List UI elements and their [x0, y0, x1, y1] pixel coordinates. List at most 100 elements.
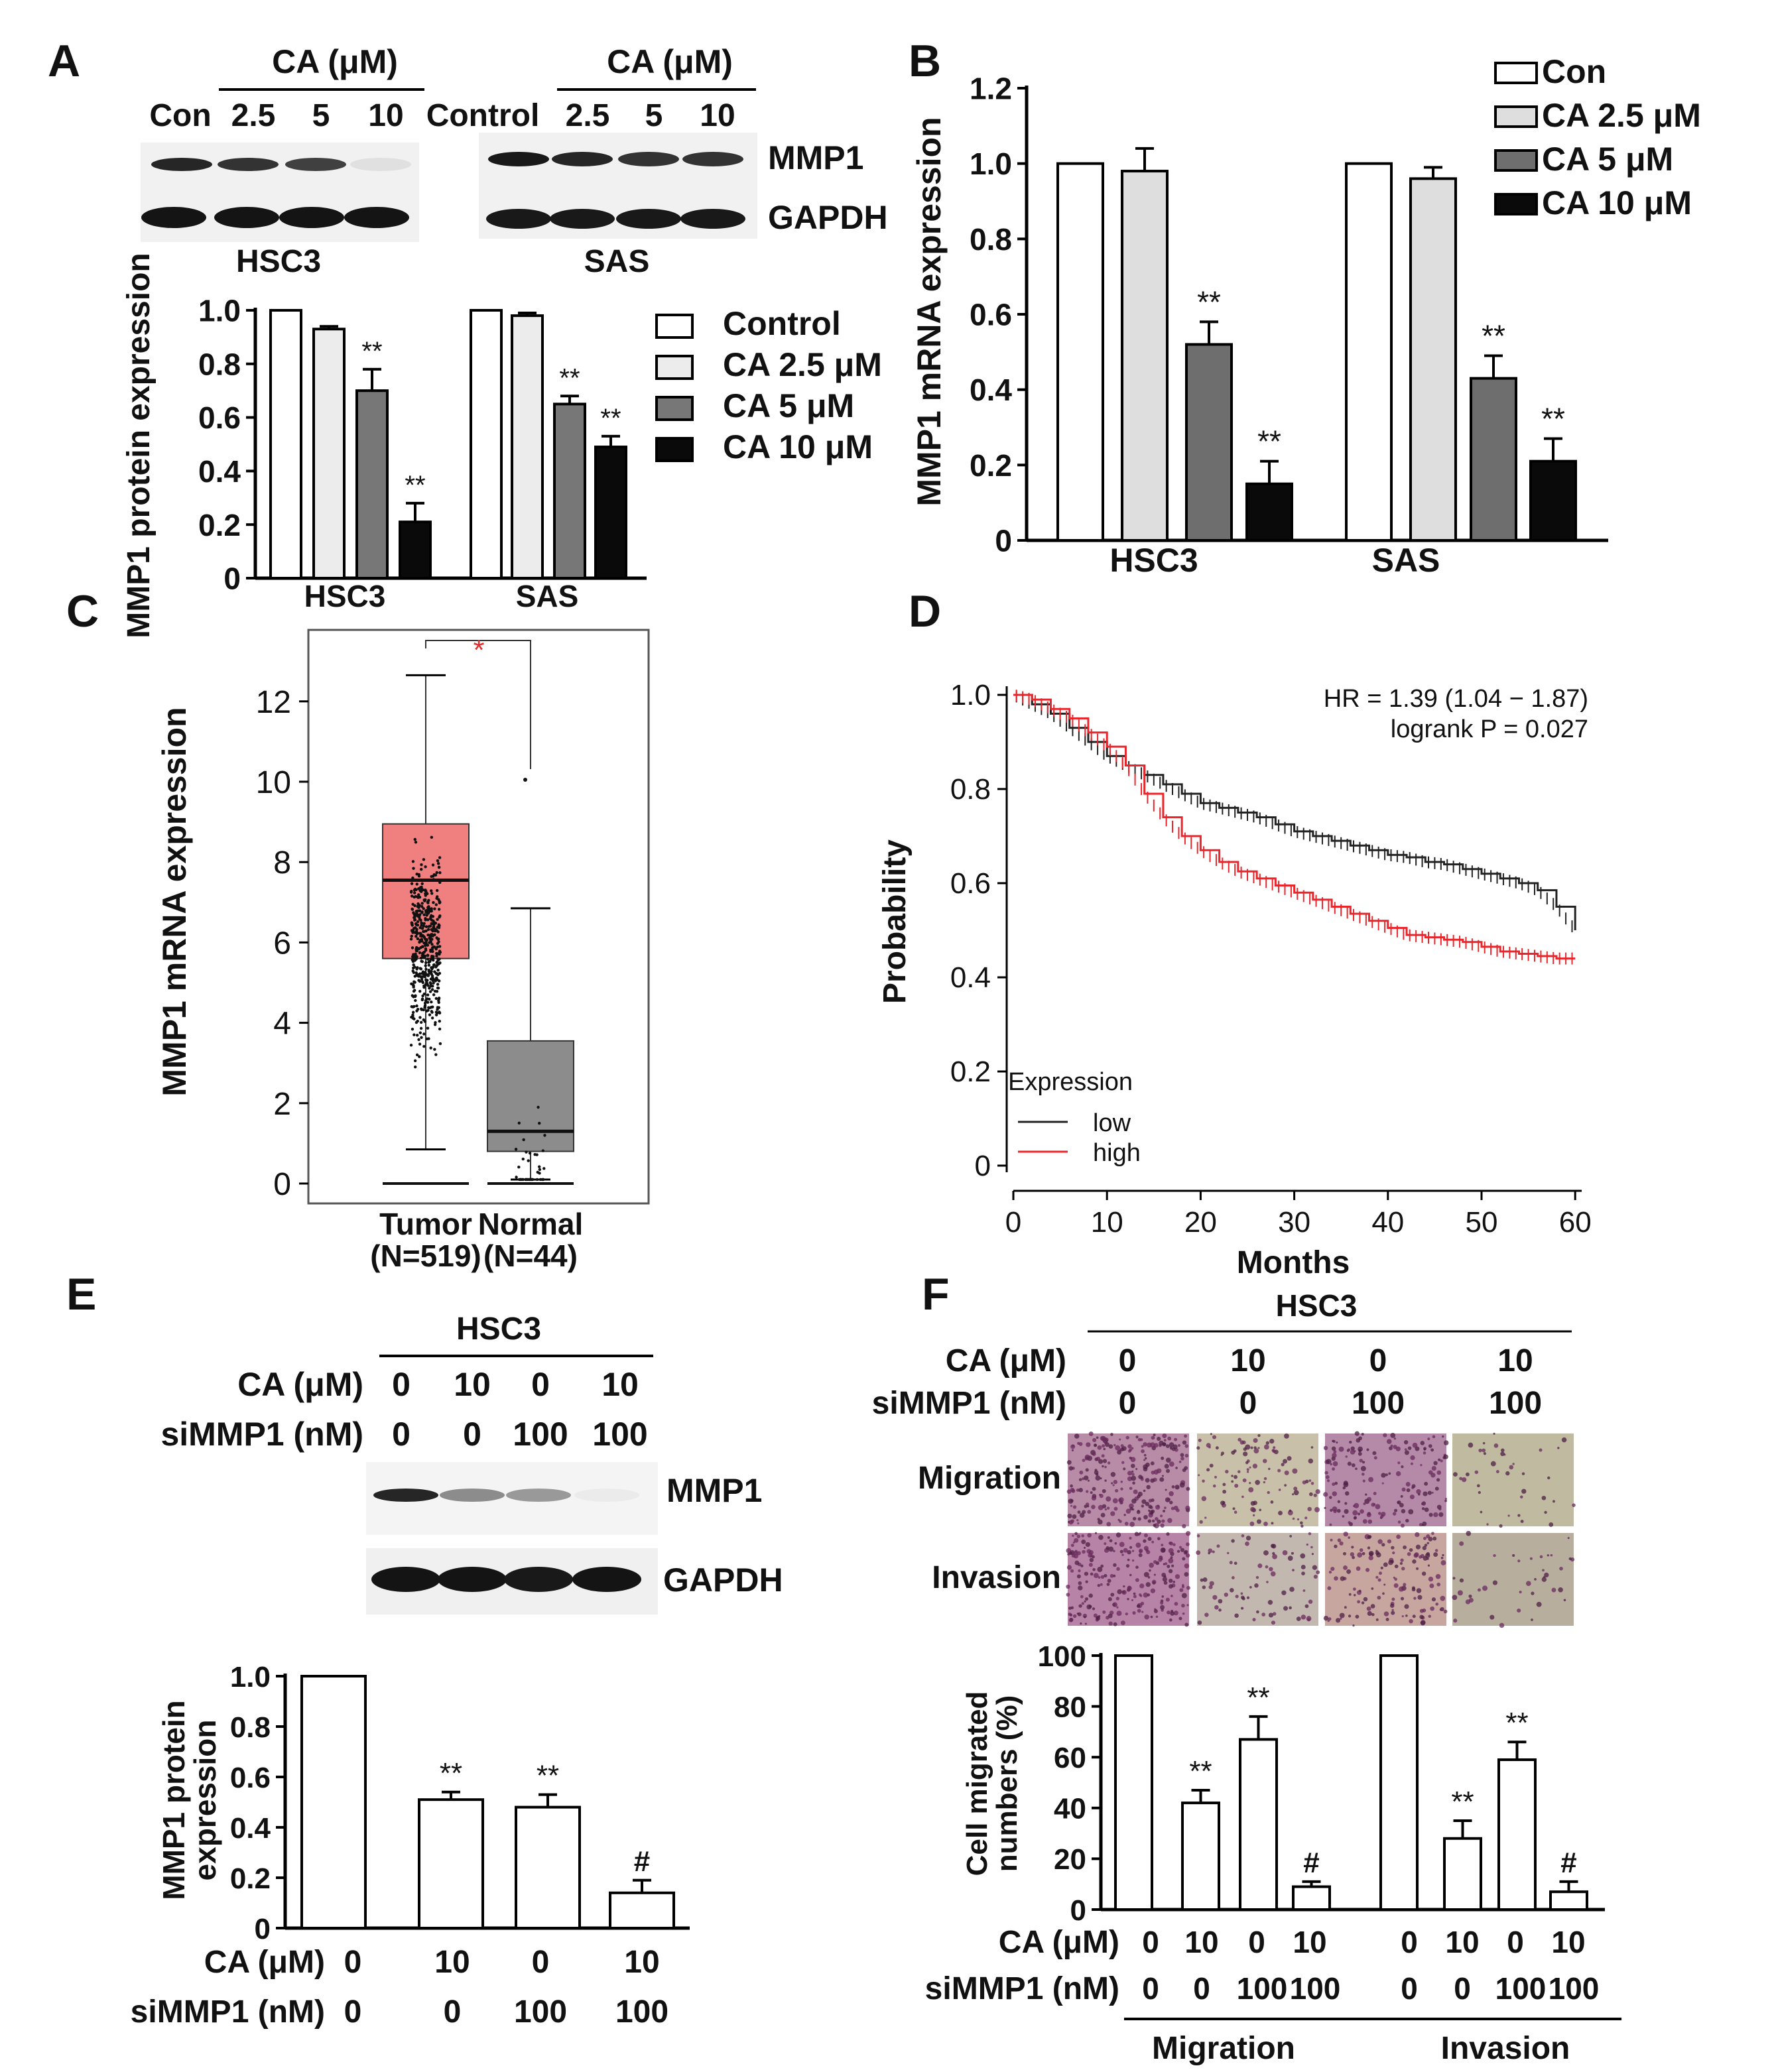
panel-f-cell-dot [1182, 1440, 1187, 1445]
panel-f-cell-dot [1435, 1603, 1439, 1606]
panel-f-cell-dot [1202, 1585, 1206, 1589]
panel-f-cell-dot [1468, 1597, 1474, 1603]
panel-f-cell-dot [1160, 1514, 1163, 1518]
panel-c-point [414, 999, 417, 1003]
panel-f-cell-dot [1117, 1518, 1120, 1521]
panel-f-cell-dot [1378, 1512, 1381, 1515]
panel-f-cell-dot [1180, 1457, 1184, 1461]
panel-f-cell-dot [1157, 1519, 1161, 1524]
panel-a-gapdh-band [344, 207, 409, 228]
panel-c-point [424, 961, 428, 965]
panel-a-bar [355, 389, 389, 579]
panel-f-cell-dot [1143, 1453, 1147, 1457]
panel-f-cell-dot [1363, 1502, 1366, 1505]
panel-f-cell-dot [1401, 1465, 1404, 1469]
panel-a-cell-hsc3: HSC3 [236, 244, 321, 279]
panel-f-cell-dot [1141, 1504, 1145, 1508]
panel-c-point [409, 938, 413, 941]
panel-f-cell-dot [1085, 1468, 1089, 1472]
panel-f-cell-dot [1106, 1496, 1111, 1502]
panel-c-point [428, 907, 432, 911]
panel-f-cell-dot [1486, 1523, 1489, 1526]
panel-f-cell-dot [1249, 1521, 1255, 1526]
panel-c-point [436, 986, 440, 990]
panel-d-y-tick-label: 0.8 [950, 773, 991, 806]
panel-c-point [434, 903, 438, 906]
panel-c-point [419, 867, 423, 871]
panel-a-band-label-gapdh: GAPDH [768, 199, 888, 236]
panel-f-cell-dot [1403, 1545, 1407, 1550]
panel-f-cell-dot [1459, 1578, 1464, 1583]
panel-f-cell-dot [1104, 1437, 1109, 1442]
panel-f-cell-dot [1253, 1448, 1259, 1454]
panel-f-cell-dot [1333, 1450, 1337, 1454]
panel-f-cell-dot [1123, 1548, 1128, 1553]
panel-f-x-ca-value: 10 [1551, 1925, 1585, 1959]
panel-f-bar [1181, 1801, 1220, 1911]
panel-f-cell-dot [1149, 1562, 1155, 1568]
panel-f-cell-dot [1150, 1512, 1153, 1515]
panel-c-point [432, 879, 435, 882]
panel-f-cell-dot [1428, 1536, 1433, 1542]
panel-f-cell-dot [1143, 1514, 1148, 1520]
panel-c-point [536, 1170, 539, 1174]
panel-f-micrograph-tile [1325, 1433, 1446, 1526]
panel-f-cell-dot [1094, 1469, 1098, 1472]
panel-f-cell-dot [1381, 1482, 1384, 1485]
panel-f-cell-dot [1085, 1502, 1090, 1506]
panel-c-point [428, 917, 432, 920]
panel-f-cell-dot [1108, 1621, 1113, 1626]
panel-c-y-tick-label: 2 [273, 1087, 291, 1122]
panel-f-cell-dot [1302, 1480, 1306, 1485]
panel-f-cell-dot [1085, 1580, 1088, 1583]
panel-f-cell-dot [1521, 1472, 1525, 1475]
panel-f-cell-dot [1495, 1470, 1499, 1473]
panel-f-cell-dot [1505, 1471, 1510, 1476]
panel-f-cell-dot [1287, 1510, 1293, 1516]
panel-f-cell-dot [1168, 1548, 1174, 1554]
panel-f-cell-dot [1547, 1554, 1549, 1557]
panel-c-point [432, 923, 436, 926]
panel-f-cell-dot [1240, 1592, 1243, 1595]
panel-c-point [425, 981, 428, 985]
panel-f-cell-dot [1184, 1571, 1189, 1577]
panel-f-cell-dot [1423, 1451, 1426, 1455]
panel-f-cell-dot [1357, 1552, 1363, 1558]
panel-e-gapdh-band [438, 1567, 507, 1592]
panel-c-y-tick-label: 0 [273, 1167, 291, 1202]
panel-f-cell-dot [1391, 1609, 1394, 1612]
panel-f-cell-dot [1520, 1520, 1524, 1524]
panel-c-point [430, 835, 434, 839]
panel-c-y-label: MMP1 mRNA expression [156, 707, 193, 1096]
panel-f-cell-dot [1144, 1457, 1147, 1460]
panel-a-lane-label: 10 [700, 98, 735, 133]
panel-f-cell-dot [1095, 1475, 1101, 1481]
panel-f-bar [1443, 1837, 1482, 1912]
panel-f-cell-dot [1178, 1546, 1182, 1549]
panel-f-cell-dot [1417, 1493, 1421, 1496]
panel-f-cell-dot [1348, 1615, 1352, 1618]
panel-f-cell-dot [1419, 1523, 1423, 1527]
panel-f-cell-dot [1394, 1564, 1399, 1569]
panel-f-cell-dot [1269, 1439, 1275, 1444]
panel-f-cell-dot [1161, 1544, 1164, 1547]
panel-f-cell-dot [1166, 1532, 1170, 1536]
panel-a-bar [312, 328, 346, 579]
panel-f-cell-dot [1428, 1470, 1433, 1475]
panel-f-cell-dot [1119, 1550, 1123, 1554]
panel-c-point [424, 940, 428, 944]
panel-f-cell-dot [1367, 1546, 1371, 1550]
panel-c-point [423, 1005, 426, 1009]
panel-f-cell-dot [1163, 1439, 1167, 1442]
panel-f-cell-dot [1431, 1491, 1434, 1494]
panel-c-point [415, 873, 418, 876]
panel-f-cell-dot [1287, 1555, 1293, 1561]
panel-f-cell-dot [1129, 1573, 1132, 1577]
panel-f-cell-dot [1323, 1492, 1328, 1497]
panel-f-cell-dot [1563, 1599, 1566, 1602]
panel-c-point [426, 1026, 430, 1030]
panel-f-cell-dot [1272, 1449, 1276, 1453]
panel-f-cell-dot [1263, 1459, 1267, 1463]
panel-f-cell-dot [1263, 1481, 1266, 1484]
panel-c-point [426, 953, 430, 957]
